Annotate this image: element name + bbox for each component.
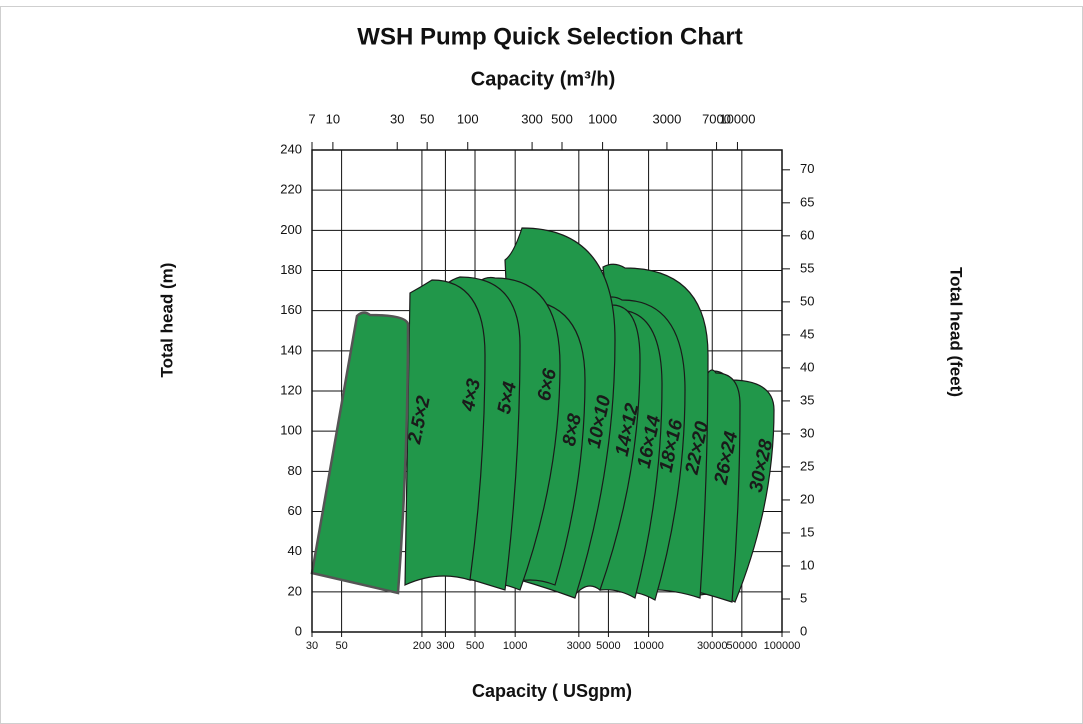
x-tick-label: 30 [306,640,318,652]
y2-tick-label: 55 [800,260,814,275]
y2-tick-label: 20 [800,491,814,506]
x2-tick-label: 500 [551,111,573,126]
y-tick-label: 20 [288,583,302,598]
y2-tick-label: 0 [800,623,807,638]
y2-tick-label: 30 [800,425,814,440]
pump-region [404,279,486,586]
x-tick-label: 100000 [764,640,801,652]
x-tick-label: 500 [466,640,484,652]
y2-tick-label: 70 [800,161,814,176]
x2-tick-label: 10000 [719,111,755,126]
y-tick-label: 200 [280,222,302,237]
x2-tick-label: 7 [308,111,315,126]
x2-tick-label: 100 [457,111,479,126]
bottom-axis-label: Capacity ( USgpm) [472,681,632,701]
x-tick-label: 3000 [567,640,591,652]
y-tick-label: 80 [288,463,302,478]
x2-tick-label: 3000 [652,111,681,126]
chart-title: WSH Pump Quick Selection Chart [357,23,742,50]
x2-tick-label: 7000 [702,111,731,126]
x2-tick-label: 50 [420,111,434,126]
y-tick-label: 100 [280,423,302,438]
x-tick-label: 300 [436,640,454,652]
y2-tick-label: 5 [800,590,807,605]
y2-tick-label: 65 [800,194,814,209]
regions: 2.5×2 4×3 5×4 6×68×810×1014×1216×1418×1622×… [310,227,777,603]
x2-tick-label: 10 [326,111,340,126]
y2-tick-label: 40 [800,359,814,374]
x-tick-label: 1000 [503,640,527,652]
y-tick-label: 40 [288,543,302,558]
x-tick-label: 50 [335,640,347,652]
y2-tick-label: 35 [800,392,814,407]
y2-tick-label: 60 [800,227,814,242]
y2-tick-label: 15 [800,524,814,539]
y-tick-label: 160 [280,302,302,317]
x-tick-label: 30000 [697,640,728,652]
x-tick-label: 50000 [727,640,758,652]
y-tick-label: 240 [280,141,302,156]
y-tick-label: 180 [280,262,302,277]
x-tick-label: 200 [413,640,431,652]
left-axis-label: Total head (m) [157,263,176,378]
y-tick-label: 60 [288,503,302,518]
pump-region [310,311,410,595]
plot-border [311,149,783,633]
right-axis-label: Total head (feet) [947,267,966,397]
y-tick-label: 0 [295,623,302,638]
y2-tick-label: 10 [800,557,814,572]
x-tick-label: 5000 [596,640,620,652]
x2-tick-label: 30 [390,111,404,126]
y2-tick-label: 45 [800,326,814,341]
y2-tick-label: 50 [800,293,814,308]
x2-tick-label: 1000 [588,111,617,126]
top-axis-label: Capacity (m³/h) [471,68,615,90]
x2-tick-label: 300 [521,111,543,126]
x-tick-label: 10000 [633,640,664,652]
y-tick-label: 120 [280,382,302,397]
y-tick-label: 140 [280,342,302,357]
y2-tick-label: 25 [800,458,814,473]
y-tick-label: 220 [280,182,302,197]
